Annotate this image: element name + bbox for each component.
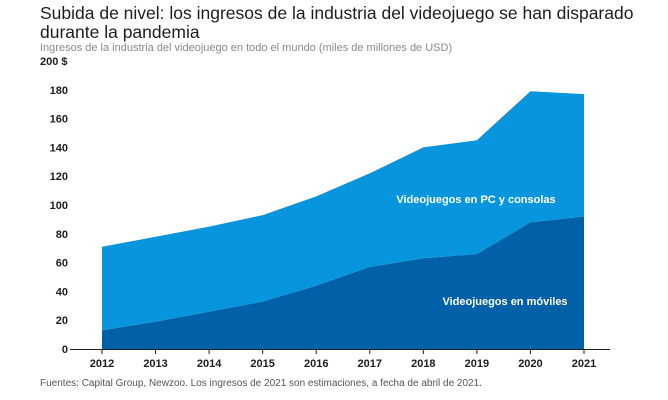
- x-tick-label: 2014: [197, 358, 222, 370]
- x-tick-label: 2018: [411, 358, 435, 370]
- y-tick-label: 160: [50, 114, 68, 126]
- chart-subtitle: Ingresos de la industria del videojuego …: [40, 42, 453, 54]
- y-tick-label: 180: [50, 85, 68, 97]
- y-tick-label: 140: [50, 142, 68, 154]
- y-tick-label: 120: [50, 171, 68, 183]
- x-axis-ticks: 2012 2013 2014 2015 2016 2017 2018 2019 2020 2021: [90, 349, 596, 370]
- x-tick-label: 2012: [90, 358, 114, 370]
- x-tick-label: 2013: [143, 358, 167, 370]
- series-label-mobile: Videojuegos en móviles: [442, 296, 567, 308]
- source-footnote: Fuentes: Capital Group, Newzoo. Los ingr…: [40, 378, 482, 389]
- y-tick-label: 20: [56, 315, 68, 327]
- y-tick-label: 40: [56, 286, 68, 298]
- x-tick-label: 2021: [572, 358, 596, 370]
- y-tick-label: 80: [56, 229, 68, 241]
- y-tick-label: 200 $: [40, 56, 68, 68]
- x-tick-label: 2019: [465, 358, 489, 370]
- x-tick-label: 2015: [250, 358, 274, 370]
- y-tick-label: 100: [50, 200, 68, 212]
- area-series-1: [102, 91, 584, 331]
- x-tick-label: 2020: [518, 358, 542, 370]
- x-tick-label: 2016: [304, 358, 328, 370]
- chart-title: Subida de nivel: los ingresos de la indu…: [40, 3, 634, 42]
- area-series-0: [102, 216, 584, 349]
- series-label-pc-consoles: Videojuegos en PC y consolas: [396, 194, 555, 206]
- x-tick-label: 2017: [358, 358, 382, 370]
- y-tick-label: 0: [62, 344, 68, 356]
- y-axis-ticks: 0 20 40 60 80 100 120 140 160 180 200 $: [40, 56, 68, 356]
- y-tick-label: 60: [56, 258, 68, 270]
- area-layer: [102, 91, 584, 349]
